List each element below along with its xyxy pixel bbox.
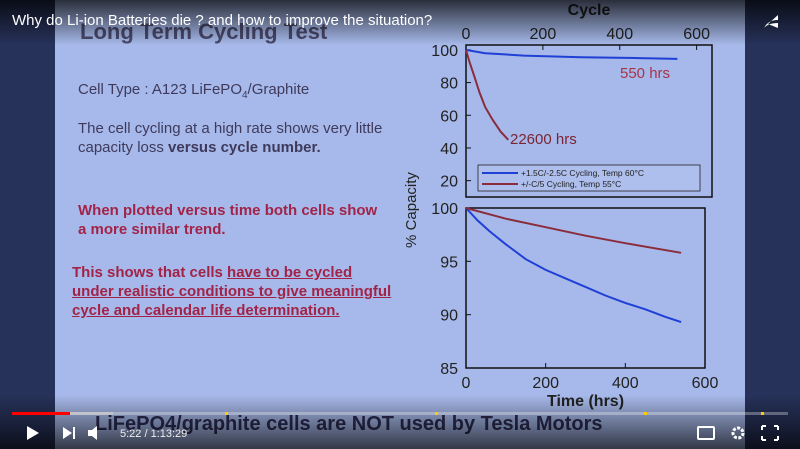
y-tick-label: 85 bbox=[440, 361, 458, 378]
text: 4 bbox=[241, 90, 248, 101]
y-tick-label: 95 bbox=[440, 254, 458, 271]
paragraph: This shows that cells have to be cycled … bbox=[72, 263, 392, 320]
y-tick-label: 80 bbox=[440, 76, 458, 93]
y-tick-label: 100 bbox=[431, 43, 458, 60]
data-line bbox=[465, 207, 682, 254]
x-tick-label: 600 bbox=[692, 375, 719, 392]
x-tick-label: 0 bbox=[462, 375, 471, 392]
data-line bbox=[465, 207, 682, 324]
data-line bbox=[465, 49, 510, 141]
legend-label: +1.5C/-2.5C Cycling, Temp 60°C bbox=[521, 168, 644, 178]
plot-frame bbox=[465, 44, 713, 198]
x-tick-label: 200 bbox=[530, 26, 557, 43]
x-tick-label: 200 bbox=[532, 375, 559, 392]
plot-frame bbox=[465, 207, 706, 369]
paragraph: The cell cycling at a high rate shows ve… bbox=[78, 119, 388, 157]
y-tick-label: 40 bbox=[440, 141, 458, 158]
x-tick-label: 0 bbox=[462, 26, 471, 43]
text: /Graphite bbox=[247, 81, 310, 98]
text: versus cycle number. bbox=[168, 139, 321, 156]
y-tick-label: 20 bbox=[440, 174, 458, 191]
annotation: 22600 hrs bbox=[510, 131, 577, 148]
x-tick-label: 600 bbox=[683, 26, 710, 43]
text: This shows that cells bbox=[72, 264, 228, 281]
y-tick-label: 90 bbox=[440, 308, 458, 325]
y-axis-label: % Capacity bbox=[403, 172, 420, 248]
legend-box bbox=[477, 164, 701, 192]
y-tick-label: 60 bbox=[440, 108, 458, 125]
legend-label: +/-C/5 Cycling, Temp 55°C bbox=[521, 179, 621, 189]
x-axis-label: Time (hrs) bbox=[547, 393, 624, 410]
data-line bbox=[465, 48, 678, 60]
text: The cell cycling at a high rate shows ve… bbox=[78, 120, 383, 156]
cell-type: Cell Type : A123 LiFePO4/Graphite bbox=[78, 80, 309, 105]
slide bbox=[55, 0, 745, 449]
y-tick-label: 100 bbox=[431, 201, 458, 218]
x-tick-label: 400 bbox=[612, 375, 639, 392]
x-axis-label: Cycle bbox=[568, 2, 611, 19]
x-tick-label: 400 bbox=[606, 26, 633, 43]
paragraph: When plotted versus time both cells show… bbox=[78, 202, 378, 238]
annotation: 550 hrs bbox=[620, 65, 670, 82]
text: Cell Type : A123 LiFePO bbox=[78, 81, 242, 98]
text: have to be cycled under realistic condit… bbox=[72, 264, 392, 319]
